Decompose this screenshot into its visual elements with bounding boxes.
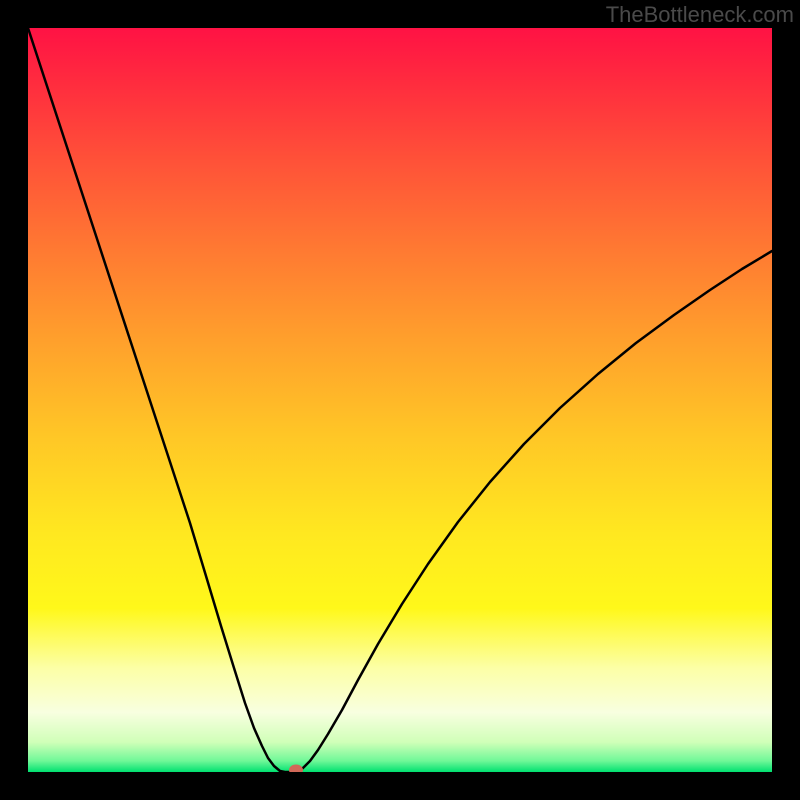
optimal-point-marker	[289, 765, 303, 773]
frame-bottom	[0, 772, 800, 800]
plot-area	[28, 28, 772, 772]
frame-right	[772, 0, 800, 800]
watermark-text: TheBottleneck.com	[606, 2, 794, 28]
frame-left	[0, 0, 28, 800]
bottleneck-curve	[28, 28, 772, 772]
